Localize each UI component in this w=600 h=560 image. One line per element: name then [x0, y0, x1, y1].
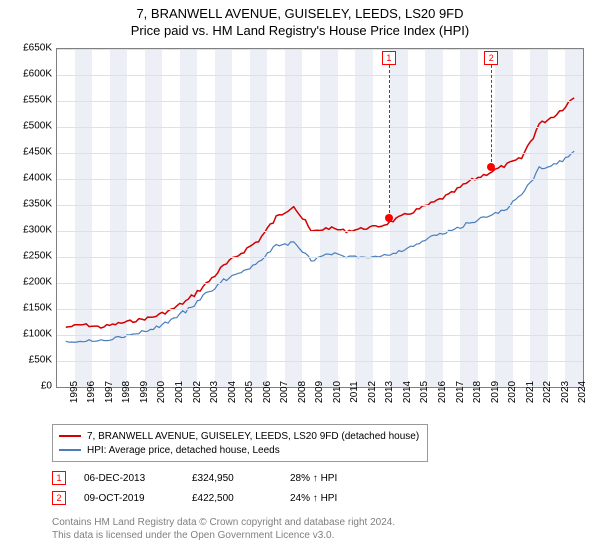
y-axis-label: £550K — [8, 95, 52, 106]
x-axis-label: 2009 — [314, 381, 325, 403]
chart-marker-line — [491, 65, 492, 167]
x-axis-label: 2019 — [490, 381, 501, 403]
gridline — [57, 335, 583, 336]
x-axis-label: 2024 — [577, 381, 588, 403]
chart-title-line1: 7, BRANWELL AVENUE, GUISELEY, LEEDS, LS2… — [0, 6, 600, 21]
x-axis-label: 2016 — [437, 381, 448, 403]
x-axis-label: 2005 — [244, 381, 255, 403]
footnote-block: Contains HM Land Registry data © Crown c… — [52, 516, 395, 542]
y-axis-label: £150K — [8, 303, 52, 314]
plot-region: 12 — [56, 48, 584, 388]
y-axis-label: £100K — [8, 329, 52, 340]
x-axis-label: 2011 — [349, 381, 360, 403]
chart-marker-dot — [385, 214, 393, 222]
x-axis-label: 1995 — [69, 381, 80, 403]
x-axis-label: 2007 — [279, 381, 290, 403]
sale-date: 06-DEC-2013 — [84, 473, 174, 484]
legend-swatch — [59, 435, 81, 437]
legend-label: 7, BRANWELL AVENUE, GUISELEY, LEEDS, LS2… — [87, 431, 419, 442]
gridline — [57, 205, 583, 206]
sales-table: 1 06-DEC-2013 £324,950 28% ↑ HPI 2 09-OC… — [52, 468, 380, 508]
x-axis-label: 1998 — [121, 381, 132, 403]
x-axis-label: 2004 — [227, 381, 238, 403]
y-axis-label: £300K — [8, 225, 52, 236]
x-axis-label: 2021 — [525, 381, 536, 403]
footnote-line: This data is licensed under the Open Gov… — [52, 529, 395, 542]
y-axis-label: £400K — [8, 173, 52, 184]
x-axis-label: 2006 — [262, 381, 273, 403]
x-axis-label: 1997 — [104, 381, 115, 403]
gridline — [57, 179, 583, 180]
gridline — [57, 309, 583, 310]
x-axis-label: 2013 — [384, 381, 395, 403]
sale-delta: 28% ↑ HPI — [290, 473, 380, 484]
gridline — [57, 231, 583, 232]
sale-date: 09-OCT-2019 — [84, 493, 174, 504]
gridline — [57, 361, 583, 362]
y-axis-label: £50K — [8, 355, 52, 366]
chart-area: 12 £0£50K£100K£150K£200K£250K£300K£350K£… — [8, 44, 592, 418]
legend-box: 7, BRANWELL AVENUE, GUISELEY, LEEDS, LS2… — [52, 424, 428, 462]
x-axis-label: 2018 — [472, 381, 483, 403]
gridline — [57, 283, 583, 284]
y-axis-label: £650K — [8, 43, 52, 54]
x-axis-label: 2020 — [507, 381, 518, 403]
x-axis-label: 2000 — [156, 381, 167, 403]
y-axis-label: £250K — [8, 251, 52, 262]
legend-swatch — [59, 449, 81, 451]
chart-marker-dot — [487, 163, 495, 171]
sale-row: 2 09-OCT-2019 £422,500 24% ↑ HPI — [52, 488, 380, 508]
x-axis-label: 2008 — [297, 381, 308, 403]
x-axis-label: 1996 — [86, 381, 97, 403]
gridline — [57, 101, 583, 102]
gridline — [57, 75, 583, 76]
gridline — [57, 49, 583, 50]
sale-row: 1 06-DEC-2013 £324,950 28% ↑ HPI — [52, 468, 380, 488]
chart-marker-box: 1 — [382, 51, 396, 65]
chart-title-line2: Price paid vs. HM Land Registry's House … — [0, 23, 600, 38]
y-axis-label: £350K — [8, 199, 52, 210]
y-axis-label: £500K — [8, 121, 52, 132]
y-axis-label: £600K — [8, 69, 52, 80]
gridline — [57, 127, 583, 128]
x-axis-label: 1999 — [139, 381, 150, 403]
line-series-svg — [57, 49, 583, 387]
sale-delta: 24% ↑ HPI — [290, 493, 380, 504]
x-axis-label: 2014 — [402, 381, 413, 403]
x-axis-label: 2001 — [174, 381, 185, 403]
chart-marker-box: 2 — [484, 51, 498, 65]
x-axis-label: 2012 — [367, 381, 378, 403]
sale-price: £422,500 — [192, 493, 272, 504]
y-axis-label: £450K — [8, 147, 52, 158]
chart-marker-line — [389, 65, 390, 218]
chart-title-block: 7, BRANWELL AVENUE, GUISELEY, LEEDS, LS2… — [0, 0, 600, 38]
legend-item: HPI: Average price, detached house, Leed… — [59, 443, 419, 457]
x-axis-label: 2022 — [542, 381, 553, 403]
footnote-line: Contains HM Land Registry data © Crown c… — [52, 516, 395, 529]
x-axis-label: 2010 — [332, 381, 343, 403]
x-axis-label: 2017 — [455, 381, 466, 403]
x-axis-label: 2023 — [560, 381, 571, 403]
x-axis-label: 2002 — [192, 381, 203, 403]
x-axis-label: 2003 — [209, 381, 220, 403]
x-axis-label: 2015 — [419, 381, 430, 403]
gridline — [57, 257, 583, 258]
sale-marker-box: 1 — [52, 471, 66, 485]
gridline — [57, 153, 583, 154]
y-axis-label: £200K — [8, 277, 52, 288]
legend-item: 7, BRANWELL AVENUE, GUISELEY, LEEDS, LS2… — [59, 429, 419, 443]
sale-price: £324,950 — [192, 473, 272, 484]
legend-label: HPI: Average price, detached house, Leed… — [87, 445, 280, 456]
sale-marker-box: 2 — [52, 491, 66, 505]
y-axis-label: £0 — [8, 381, 52, 392]
